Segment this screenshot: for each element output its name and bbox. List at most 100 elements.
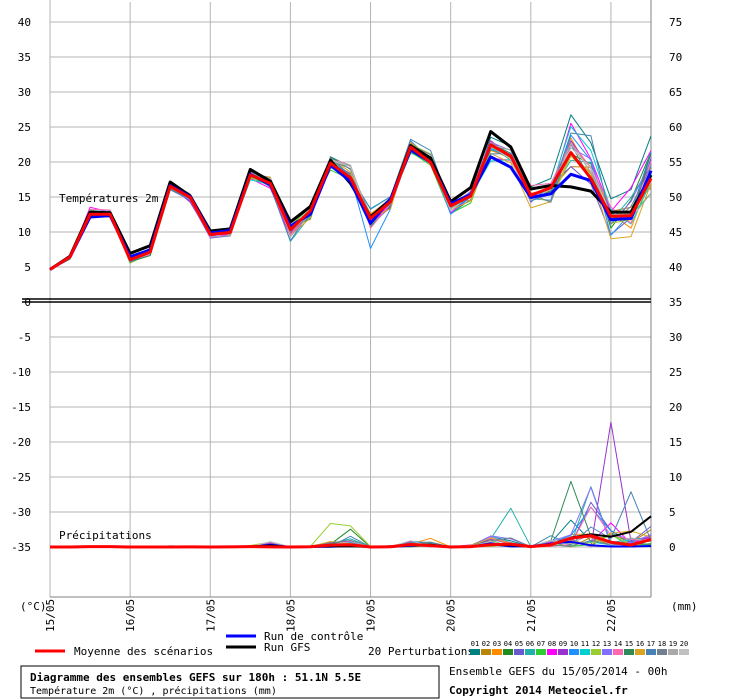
perturbation-number: 15 xyxy=(625,640,633,648)
perturbation-number: 10 xyxy=(570,640,578,648)
date-tick-label: 20/05 xyxy=(445,599,458,632)
perturbation-swatch xyxy=(613,649,623,655)
perturbation-number: 16 xyxy=(636,640,644,648)
perturbation-number: 07 xyxy=(537,640,545,648)
left-tick-label: 15 xyxy=(18,191,31,204)
right-tick-label: 45 xyxy=(669,226,682,239)
right-tick-label: 20 xyxy=(669,401,682,414)
left-tick-label: -20 xyxy=(11,436,31,449)
date-tick-label: 16/05 xyxy=(124,599,137,632)
perturbation-number: 18 xyxy=(658,640,666,648)
date-tick-label: 19/05 xyxy=(365,599,378,632)
left-tick-label: 40 xyxy=(18,16,31,29)
perturbation-swatch xyxy=(635,649,645,655)
perturbation-number: 19 xyxy=(669,640,677,648)
footer-subtitle: Température 2m (°C) , précipitations (mm… xyxy=(30,685,277,697)
perturbation-number: 08 xyxy=(548,640,556,648)
perturbation-color-legend: 01 02 03 04 05 06 07 08 09 10 11 12 13 14 15 16 17 18 19 20 xyxy=(470,640,689,655)
perturbation-number: 12 xyxy=(592,640,600,648)
precipitation-series xyxy=(50,421,652,549)
left-tick-label: -10 xyxy=(11,366,31,379)
perturbation-number: 17 xyxy=(647,640,655,648)
left-tick-label: -30 xyxy=(11,506,31,519)
date-axis-ticks: 15/05 16/05 17/05 18/05 19/05 20/05 21/05 22/05 xyxy=(44,599,618,632)
perturbation-number: 06 xyxy=(526,640,534,648)
perturbation-number: 01 xyxy=(471,640,479,648)
temperature-series xyxy=(49,114,653,271)
perturbation-swatch xyxy=(602,649,612,655)
right-tick-label: 70 xyxy=(669,51,682,64)
perturbation-number: 11 xyxy=(581,640,589,648)
left-tick-label: -15 xyxy=(11,401,31,414)
perturbation-swatch xyxy=(558,649,568,655)
perturbation-swatch xyxy=(591,649,601,655)
perturbation-number: 05 xyxy=(515,640,523,648)
perturbation-swatch xyxy=(492,649,502,655)
perturbation-number: 03 xyxy=(493,640,501,648)
left-tick-label: -35 xyxy=(11,541,31,554)
perturbation-swatch xyxy=(547,649,557,655)
right-tick-label: 15 xyxy=(669,436,682,449)
left-tick-label: 30 xyxy=(18,86,31,99)
perturbation-swatch xyxy=(569,649,579,655)
perturbation-number: 04 xyxy=(504,640,512,648)
perturbation-number: 20 xyxy=(680,640,688,648)
left-tick-label: 0 xyxy=(24,296,31,309)
right-tick-label: 5 xyxy=(669,506,676,519)
left-tick-label: 10 xyxy=(18,226,31,239)
date-tick-label: 22/05 xyxy=(605,599,618,632)
perturbation-swatch xyxy=(624,649,634,655)
perturbation-number: 02 xyxy=(482,640,490,648)
left-axis-ticks: 40 35 30 25 20 15 10 5 0 -5 -10 -15 -20 -25 -30 -35 xyxy=(11,16,31,554)
left-tick-label: 20 xyxy=(18,156,31,169)
right-tick-label: 0 xyxy=(669,541,676,554)
temperature-panel-label: Températures 2m xyxy=(59,192,159,205)
perturbation-number: 14 xyxy=(614,640,622,648)
date-tick-label: 18/05 xyxy=(284,599,297,632)
perturbation-swatch xyxy=(503,649,513,655)
legend-mean-label: Moyenne des scénarios xyxy=(74,645,213,658)
right-tick-label: 65 xyxy=(669,86,682,99)
right-unit-label: (mm) xyxy=(671,600,698,613)
footer-title: Diagramme des ensembles GEFS sur 180h : … xyxy=(30,671,361,684)
left-tick-label: -25 xyxy=(11,471,31,484)
left-unit-label: (°C) xyxy=(20,600,47,613)
perturbation-swatch xyxy=(514,649,524,655)
legend-control-label: Run de contrôle xyxy=(264,630,363,643)
date-tick-label: 15/05 xyxy=(44,599,57,632)
footer-title-box xyxy=(20,665,440,699)
perturbation-swatch xyxy=(536,649,546,655)
chart-grid xyxy=(22,0,652,598)
left-tick-label: -5 xyxy=(18,331,31,344)
right-tick-label: 10 xyxy=(669,471,682,484)
perturbation-swatch xyxy=(481,649,491,655)
legend-gfs-label: Run GFS xyxy=(264,641,310,654)
right-tick-label: 75 xyxy=(669,16,682,29)
perturbation-swatch xyxy=(580,649,590,655)
perturbation-swatch xyxy=(470,649,480,655)
footer-copyright: Copyright 2014 Meteociel.fr xyxy=(449,684,628,697)
perturbation-swatch xyxy=(657,649,667,655)
perturbation-number: 09 xyxy=(559,640,567,648)
right-tick-label: 35 xyxy=(669,296,682,309)
date-tick-label: 17/05 xyxy=(204,599,217,632)
right-tick-label: 30 xyxy=(669,331,682,344)
legend-perturbations-label: 20 Perturbations xyxy=(368,645,474,658)
perturbation-swatch xyxy=(668,649,678,655)
right-tick-label: 40 xyxy=(669,261,682,274)
precip-ensemble-mean xyxy=(50,534,652,549)
footer-ensemble-run: Ensemble GEFS du 15/05/2014 - 00h xyxy=(449,665,668,678)
date-tick-label: 21/05 xyxy=(525,599,538,632)
left-tick-label: 25 xyxy=(18,121,31,134)
temp-ensemble-mean xyxy=(49,143,653,271)
perturbation-swatch xyxy=(525,649,535,655)
precipitation-panel-label: Précipitations xyxy=(59,529,152,542)
perturbation-swatch xyxy=(679,649,689,655)
right-tick-label: 60 xyxy=(669,121,682,134)
left-tick-label: 35 xyxy=(18,51,31,64)
perturbation-swatch xyxy=(646,649,656,655)
right-tick-label: 25 xyxy=(669,366,682,379)
perturbation-number: 13 xyxy=(603,640,611,648)
